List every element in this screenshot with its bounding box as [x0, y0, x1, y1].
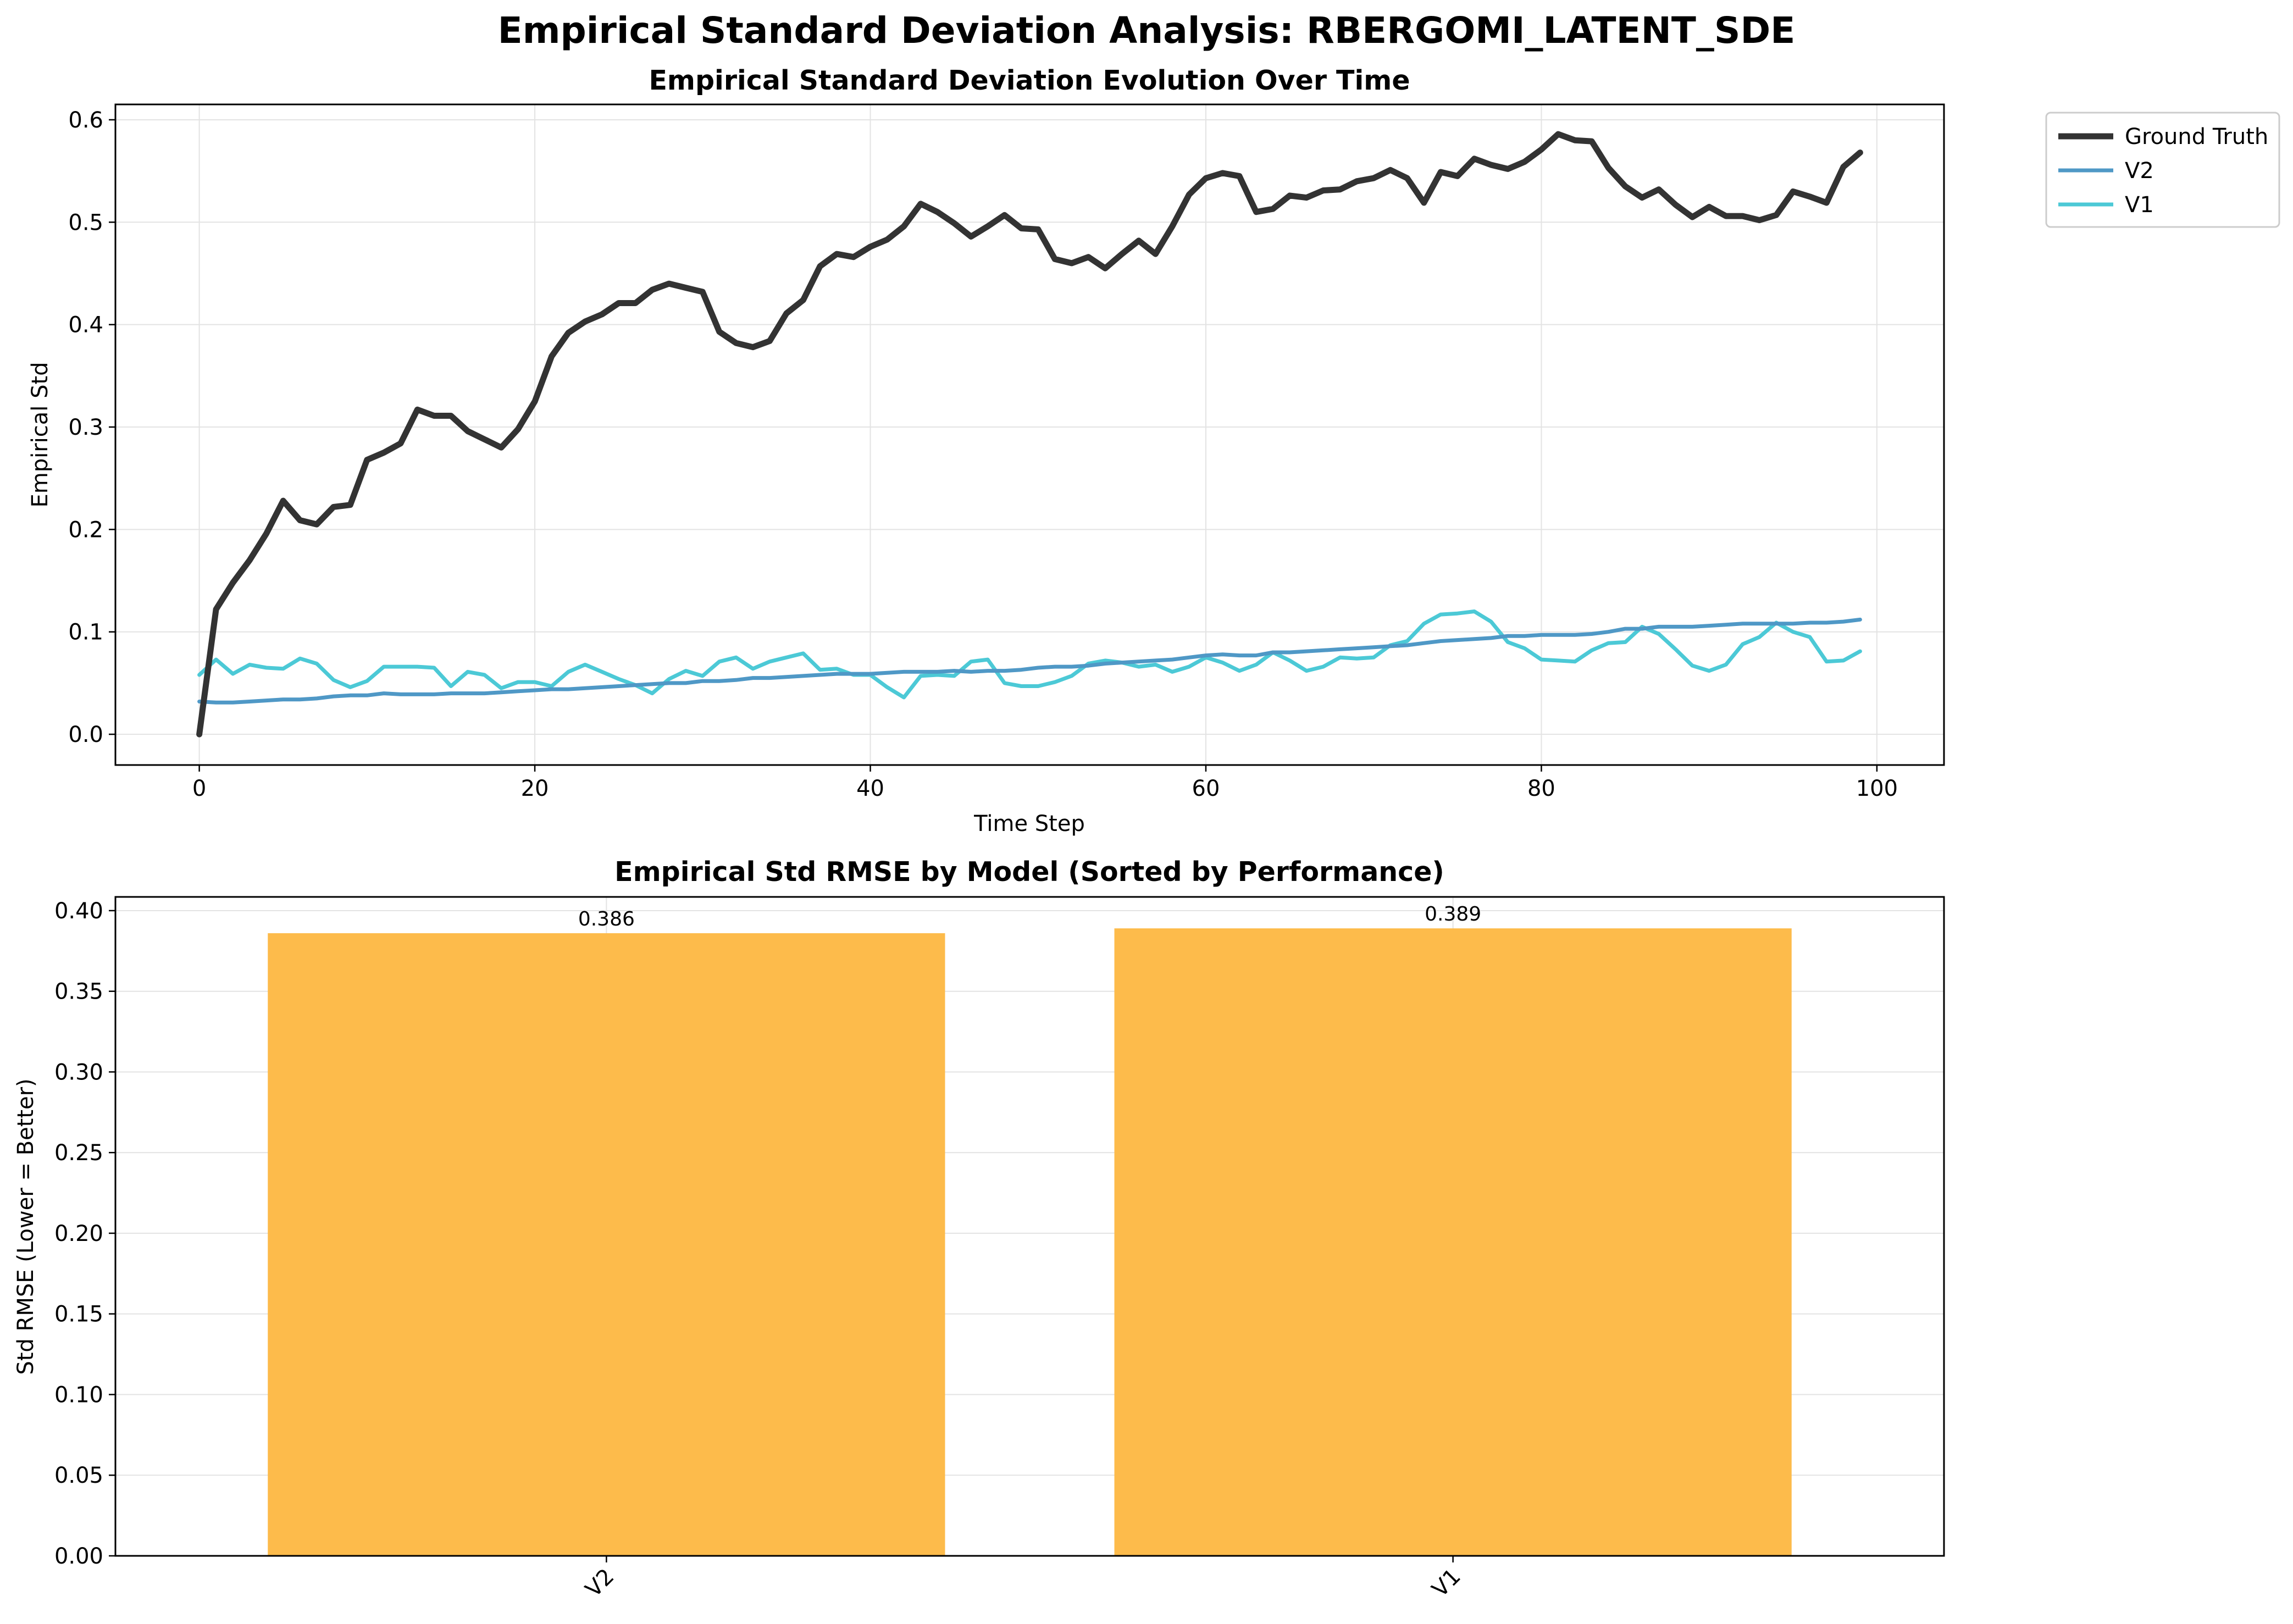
line-chart-y-tick-label: 0.2	[68, 517, 103, 542]
legend-items: Ground Truth V2 V1	[2058, 124, 2268, 218]
line-chart-x-tick-label: 80	[1527, 776, 1555, 801]
legend-label-ground-truth: Ground Truth	[2125, 124, 2268, 149]
legend: Ground Truth V2 V1	[2045, 112, 2280, 228]
bar-v1	[1114, 928, 1792, 1556]
legend-label-v1: V1	[2125, 192, 2154, 218]
legend-box	[2045, 112, 2280, 228]
bar-chart-title: Empirical Std RMSE by Model (Sorted by P…	[614, 856, 1444, 888]
bar-chart-y-tick-label: 0.05	[54, 1463, 103, 1488]
bar-value-label-v2: 0.386	[578, 908, 635, 930]
line-chart-y-tick-label: 0.5	[68, 210, 103, 235]
bar-chart-y-tick-label: 0.20	[54, 1221, 103, 1246]
line-chart-frame	[114, 103, 1945, 766]
bar-value-label-v1: 0.389	[1425, 903, 1481, 925]
line-series-ground-truth	[196, 131, 1863, 738]
line-chart-title: Empirical Standard Deviation Evolution O…	[649, 65, 1410, 96]
bar-chart-y-tick-label: 0.30	[54, 1060, 103, 1085]
line-chart-y-ticks: 0.0 0.1 0.2 0.3 0.4 0.5 0.6	[68, 108, 115, 747]
bar-chart-y-tick-label: 0.00	[54, 1544, 103, 1569]
line-chart-x-tick-label: 0	[192, 776, 206, 801]
legend-label-v2: V2	[2125, 158, 2154, 184]
bar-chart-frame	[114, 896, 1945, 1557]
line-series-v1	[197, 609, 1862, 700]
line-chart-x-tick-label: 20	[521, 776, 549, 801]
bar-chart-y-tick-label: 0.10	[54, 1382, 103, 1407]
bar-chart-bars: 0.386 0.389	[268, 903, 1792, 1556]
bar-chart-y-tick-label: 0.25	[54, 1140, 103, 1166]
line-chart-ylabel: Empirical Std	[27, 362, 53, 507]
line-chart-x-tick-label: 40	[856, 776, 884, 801]
bar-chart-y-tick-label: 0.40	[54, 899, 103, 924]
line-chart-x-tick-label: 100	[1856, 776, 1898, 801]
line-chart-series	[196, 131, 1863, 738]
figure-suptitle: Empirical Standard Deviation Analysis: R…	[498, 9, 1796, 52]
line-chart-x-tick-label: 60	[1192, 776, 1220, 801]
bar-chart-panel: Empirical Std RMSE by Model (Sorted by P…	[13, 856, 1945, 1602]
line-chart-y-tick-label: 0.1	[68, 620, 103, 645]
line-chart-y-tick-label: 0.3	[68, 415, 103, 440]
bar-v2	[268, 933, 945, 1556]
line-series-v2	[197, 617, 1862, 705]
bar-chart-ylabel: Std RMSE (Lower = Better)	[13, 1078, 38, 1374]
line-chart-y-tick-label: 0.6	[68, 108, 103, 133]
bar-chart-y-tick-label: 0.35	[54, 979, 103, 1005]
bar-chart-y-tick-label: 0.15	[54, 1302, 103, 1327]
line-chart-xlabel: Time Step	[973, 811, 1085, 836]
line-chart-y-tick-label: 0.0	[68, 722, 103, 747]
line-chart-y-tick-label: 0.4	[68, 313, 103, 338]
line-chart-panel: Empirical Standard Deviation Evolution O…	[27, 65, 1945, 836]
bar-chart-y-ticks: 0.00 0.05 0.10 0.15 0.20 0.25 0.30 0.35 0.40	[54, 899, 115, 1569]
line-chart-x-ticks: 0 20 40 60 80 100	[192, 765, 1898, 801]
